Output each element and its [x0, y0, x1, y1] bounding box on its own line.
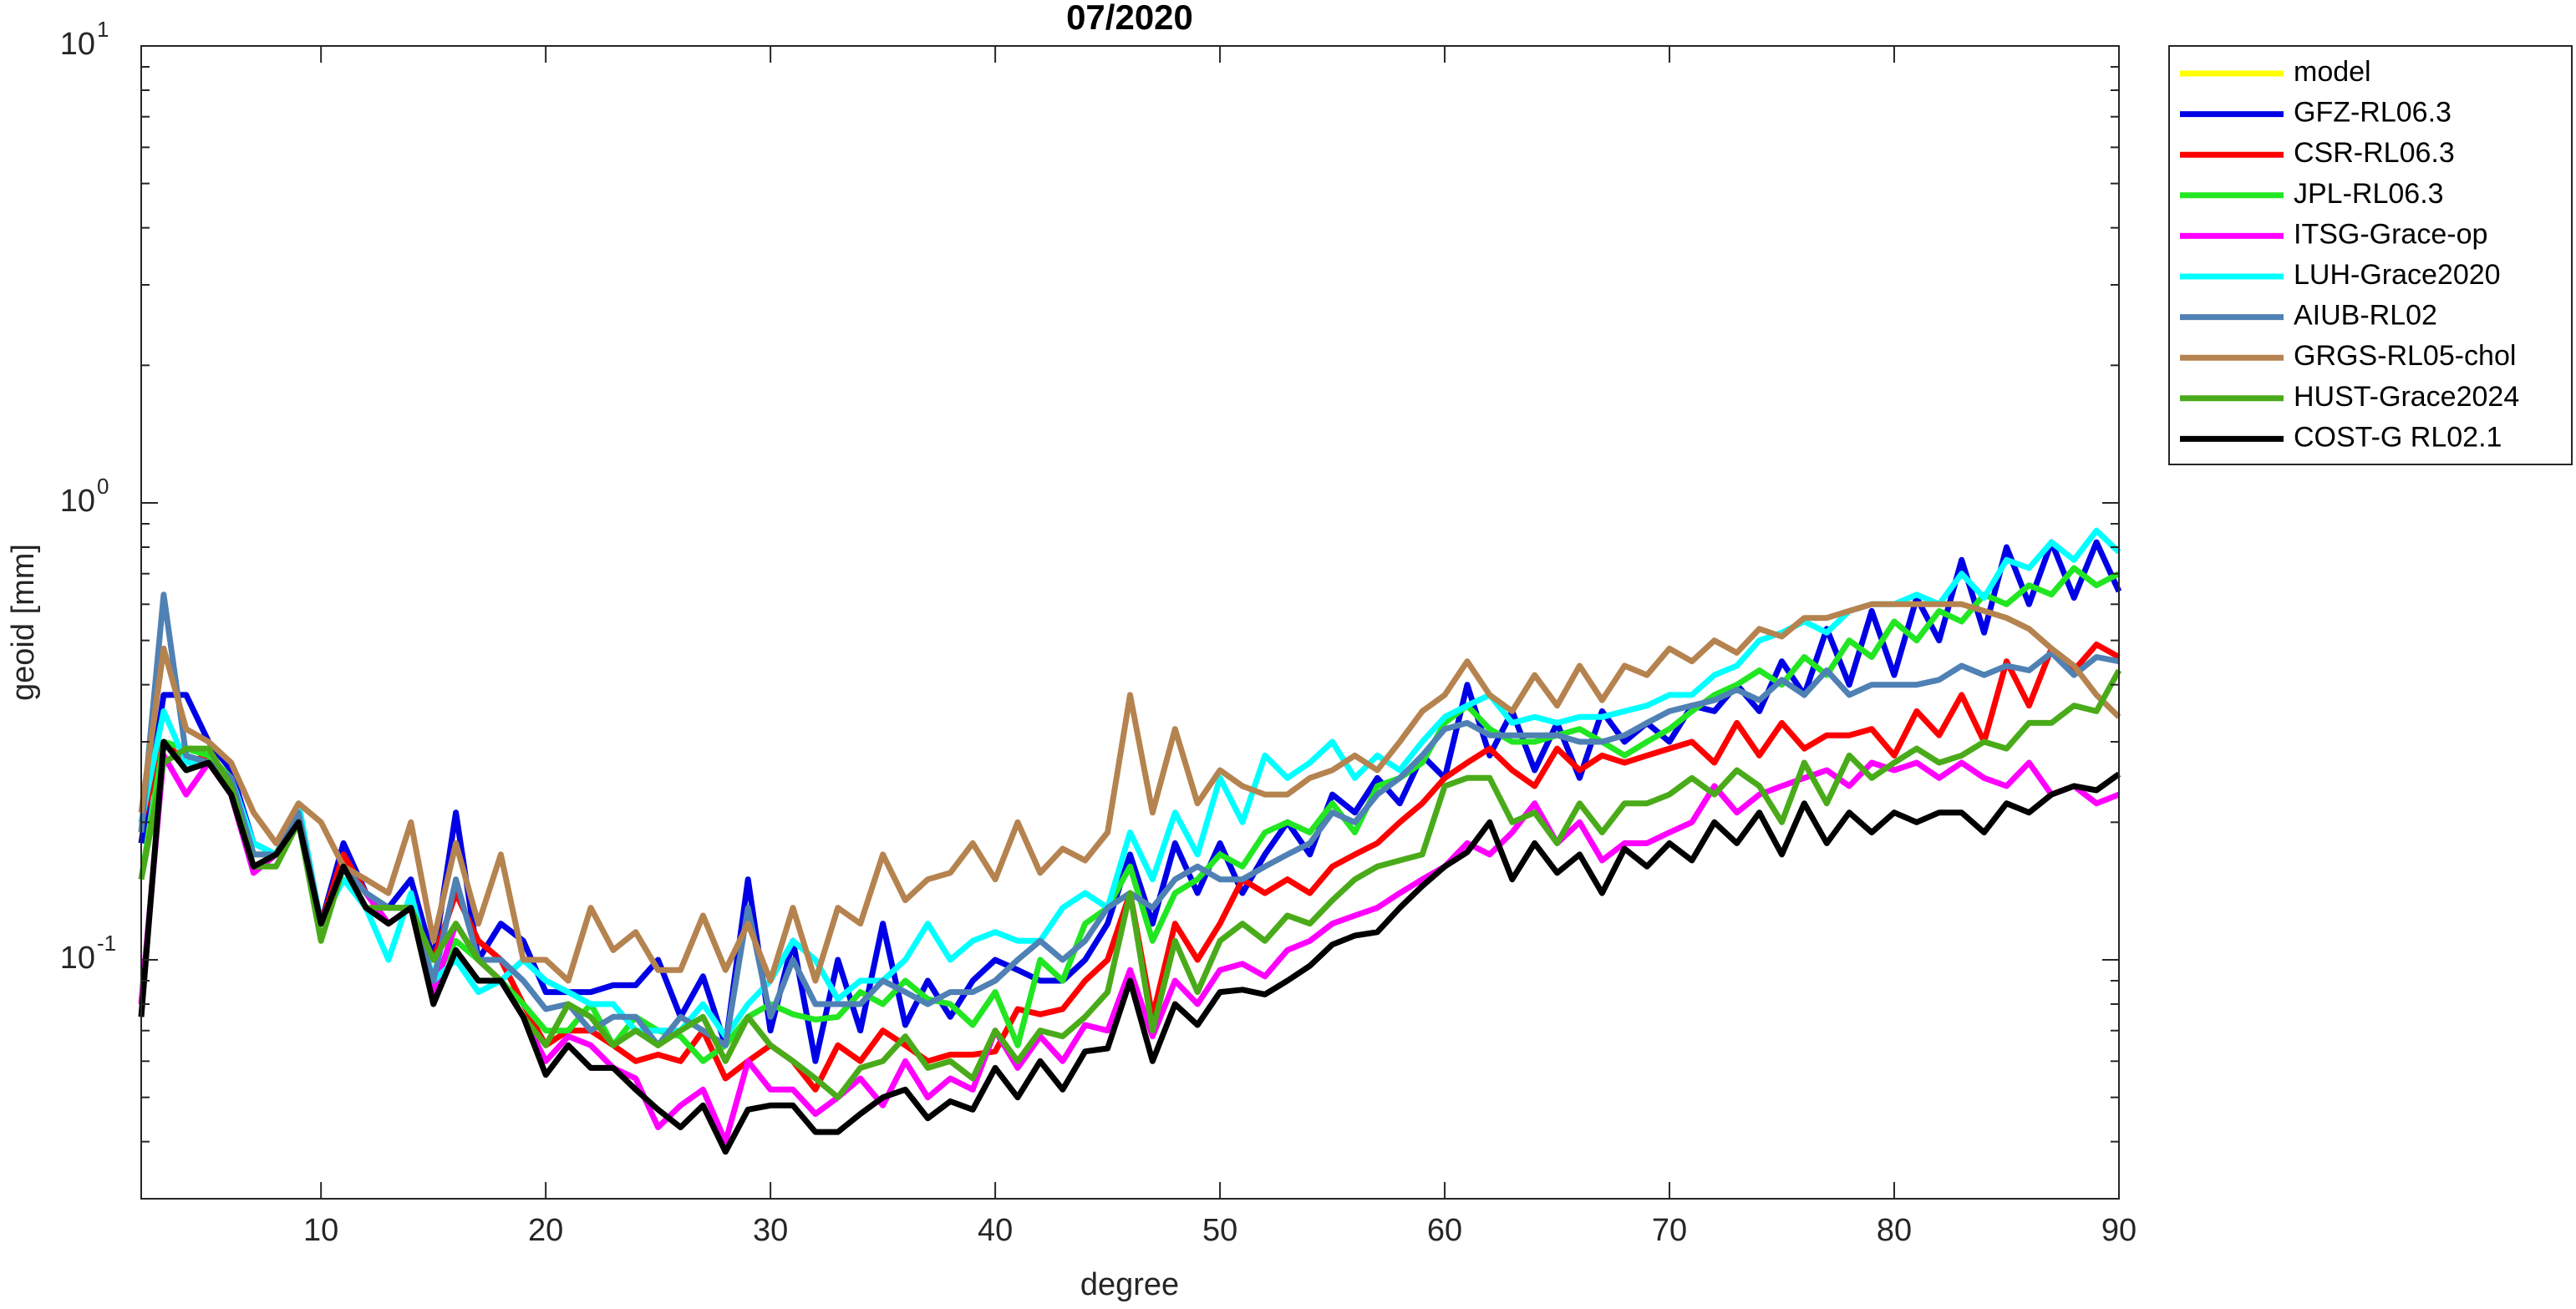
legend: model GFZ-RL06.3 CSR-RL06.3 JPL-RL06.3 ITSG-…	[2168, 45, 2573, 465]
legend-text: LUH-Grace2020	[2294, 259, 2501, 291]
series-line	[138, 738, 2121, 1155]
y-axis-label: geoid [mm]	[6, 544, 41, 701]
x-tick-label: 40	[978, 1213, 1013, 1248]
x-tick-label: 60	[1427, 1213, 1462, 1248]
y-tick-exponent: 1	[97, 17, 109, 42]
x-tick-label: 70	[1652, 1213, 1687, 1248]
y-tick-label: 10	[60, 27, 95, 62]
x-tick-label: 20	[528, 1213, 563, 1248]
axes-box	[140, 45, 2120, 1200]
x-tick-label: 50	[1202, 1213, 1237, 1248]
x-tick-label: 90	[2101, 1213, 2137, 1248]
legend-text: HUST-Grace2024	[2294, 381, 2519, 413]
y-tick-base: 10	[60, 484, 95, 519]
y-tick-label: 10	[60, 941, 95, 976]
x-tick-label: 30	[753, 1213, 788, 1248]
y-tick-exponent: 0	[97, 474, 109, 499]
x-axis-label: degree	[1080, 1267, 1179, 1302]
x-tick-label: 10	[303, 1213, 338, 1248]
plot-area	[141, 46, 2119, 1199]
legend-text: CSR-RL06.3	[2294, 137, 2455, 169]
y-tick-label: 10	[60, 484, 95, 519]
legend-text: AIUB-RL02	[2294, 300, 2437, 332]
chart-title: 07/2020	[1066, 0, 1193, 37]
legend-text: JPL-RL06.3	[2294, 178, 2444, 210]
y-tick-exponent: -1	[97, 931, 116, 956]
legend-text: GFZ-RL06.3	[2294, 97, 2452, 129]
lines	[138, 527, 2122, 1155]
legend-text: GRGS-RL05-chol	[2294, 340, 2516, 372]
series-line	[138, 601, 2121, 984]
x-tick-label: 80	[1877, 1213, 1912, 1248]
series-line	[138, 565, 2121, 1064]
legend-text: model	[2294, 56, 2371, 88]
y-tick-base: 10	[60, 27, 95, 62]
series-line	[138, 668, 2122, 1101]
legend-text: COST-G RL02.1	[2294, 421, 2502, 453]
legend-text: ITSG-Grace-op	[2294, 218, 2487, 250]
y-tick-base: 10	[60, 941, 95, 976]
